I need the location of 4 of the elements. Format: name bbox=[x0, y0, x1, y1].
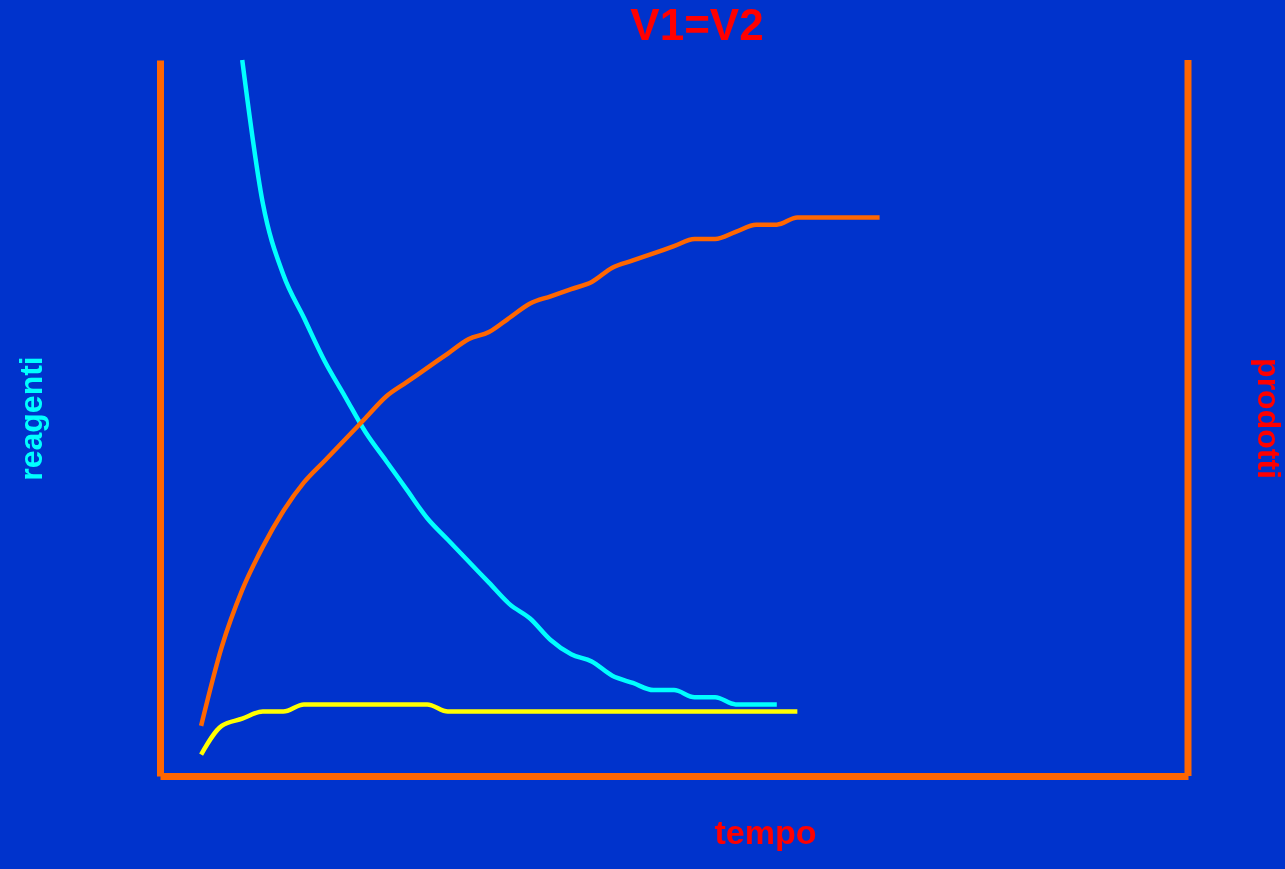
x-axis-title: tempo bbox=[714, 812, 817, 851]
y-axis-title: reagenti bbox=[12, 356, 49, 481]
chart-title: V1=V2 bbox=[630, 0, 764, 49]
y2-axis-title: prodotti bbox=[1250, 358, 1285, 479]
